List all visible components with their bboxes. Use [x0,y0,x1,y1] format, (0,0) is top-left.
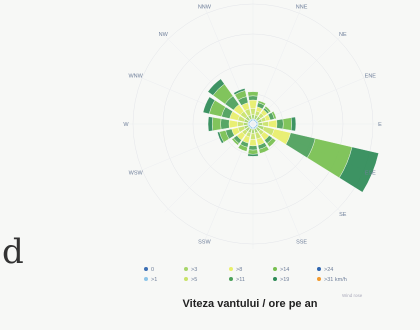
wind-rose-wedges [202,78,379,193]
legend-label-2: >3 [191,267,197,273]
direction-label-sse: SSE [296,239,307,245]
legend-label-0: 0 [151,267,154,273]
wedge-s-bin-2 [251,128,255,134]
direction-label-e: E [378,122,382,128]
cropped-page-glyph: d [2,232,24,272]
wedge-e-bin-3 [261,121,269,127]
legend-swatch-1 [144,277,148,281]
legend: 0 >1 >3 >5 >8 >11 >14 >19 >24 >31 km/h [144,267,347,283]
wedge-e-bin-4 [268,119,278,129]
direction-label-nne: NNE [296,5,308,11]
wedge-n-bin-5 [248,95,258,101]
wedge-sw-bin-6 [231,137,240,146]
wedge-w-bin-6 [212,117,222,131]
legend-swatch-5 [229,277,233,281]
direction-label-nw: NW [159,32,169,38]
direction-label-nnw: NNW [198,5,212,11]
wedge-s-bin-5 [248,145,258,151]
wedge-e-bin-2 [257,122,263,126]
wedge-n-bin-6 [247,91,259,97]
wedge-nnw-bin-7 [233,88,246,96]
wedge-nw-bin-7 [207,78,225,96]
wedge-e-bin-6 [282,117,292,131]
legend-label-7: >19 [280,277,289,283]
direction-label-ssw: SSW [198,239,211,245]
wedge-sse-bin-6 [258,145,270,154]
legend-label-1: >1 [151,277,157,283]
wedge-w-bin-5 [220,118,230,130]
legend-label-6: >14 [280,267,289,273]
chart-title: Viteza vantului / ore pe an [182,298,318,310]
legend-swatch-9 [317,277,321,281]
wedge-n-bin-3 [250,108,256,116]
legend-swatch-4 [229,267,233,271]
direction-labels: NNE NE ENE E ESE SE SSE SSW WSW W WNW NW NNW [123,5,382,246]
wedge-se-bin-6 [266,137,277,148]
legend-label-3: >5 [191,277,197,283]
legend-label-8: >24 [324,267,333,273]
wedge-e-bin-7 [290,116,297,132]
direction-label-se: SE [339,212,347,218]
legend-swatch-0 [144,267,148,271]
wedge-w-bin-3 [237,121,245,127]
wedge-s-bin-6 [247,149,259,155]
legend-label-4: >8 [236,267,242,273]
direction-label-ese: ESE [365,171,376,177]
direction-label-wsw: WSW [129,171,144,177]
wedge-wsw-bin-7 [217,131,225,144]
wedge-s-bin-3 [250,132,256,140]
legend-swatch-6 [273,267,277,271]
wedge-n-bin-2 [251,114,255,120]
wedge-ene-bin-6 [271,111,277,120]
wedge-w-bin-4 [228,119,238,129]
wedge-wnw-bin-7 [202,96,216,115]
wedge-n-bin-4 [248,99,258,109]
direction-label-ne: NE [339,32,347,38]
wedge-ssw-bin-6 [237,144,248,152]
wedge-e-bin-5 [276,118,284,130]
legend-swatch-8 [317,267,321,271]
wedge-s-bin-4 [249,139,257,147]
wedge-ne-bin-6 [264,105,272,113]
direction-label-ene: ENE [365,73,377,79]
direction-label-wnw: WNW [128,73,143,79]
wedge-ese-bin-7 [339,146,379,193]
direction-label-w: W [123,122,129,128]
legend-label-9: >31 km/h [324,277,347,283]
legend-swatch-7 [273,277,277,281]
watermark: Wind rose [342,293,363,298]
legend-swatch-3 [184,277,188,281]
wedge-s-bin-7 [247,153,259,157]
legend-label-5: >11 [236,277,245,283]
wedge-nne-bin-6 [257,100,266,106]
wedge-w-bin-2 [243,122,249,126]
wedge-w-bin-7 [207,116,213,132]
legend-swatch-2 [184,267,188,271]
